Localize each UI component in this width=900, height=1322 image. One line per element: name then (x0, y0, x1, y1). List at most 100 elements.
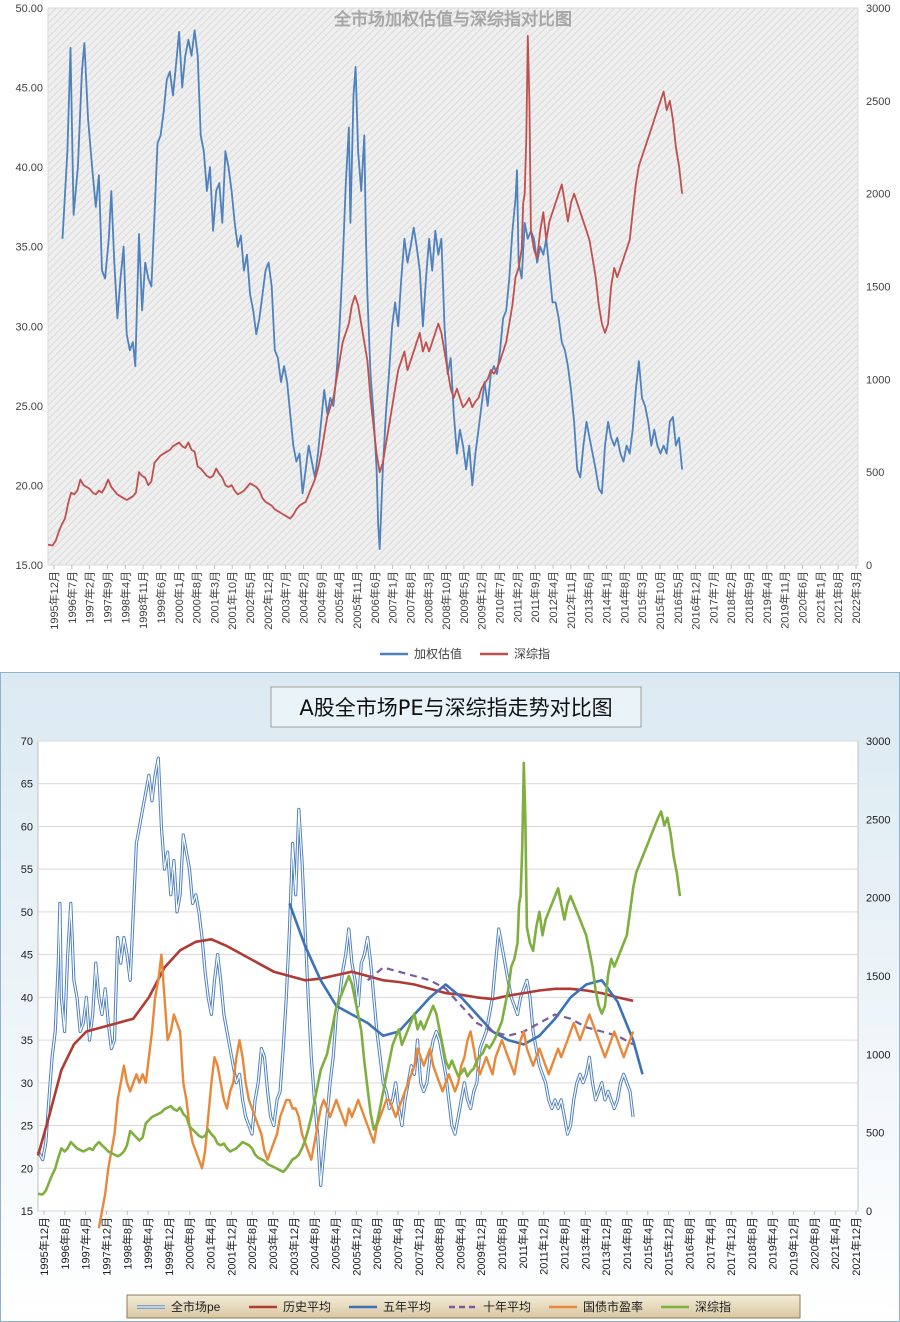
y-left-tick-label: 60 (21, 821, 33, 833)
y-left-tick-label: 30.00 (15, 321, 43, 333)
pe-vs-index-chart: A股全市场PE与深综指走势对比图 15 20 25 30 35 40 45 50 55 60 65 7… (1, 673, 899, 1321)
x-tick-label: 2021年4月 (828, 1217, 842, 1270)
legend-label: 深综指 (514, 646, 550, 661)
x-tick-label: 2011年9月 (528, 571, 542, 623)
x-tick-label: 1997年2月 (83, 571, 97, 624)
x-tick-label: 1998年11月 (136, 571, 150, 629)
y-left-tick-label: 40 (21, 992, 33, 1004)
y-right-tick-label: 500 (866, 467, 884, 479)
chart-title: 全市场加权估值与深综指对比图 (333, 9, 572, 30)
x-tick-label: 2018年8月 (745, 1217, 759, 1270)
y-right-tick-label: 0 (866, 560, 872, 572)
x-tick-label: 2021年12月 (849, 1217, 863, 1276)
legend-label: 五年平均 (383, 1300, 431, 1314)
series-深综指 (47, 35, 683, 547)
x-tick-label: 2004年9月 (314, 571, 328, 624)
x-tick-label: 1998年8月 (120, 1217, 134, 1270)
legend-label: 历史平均 (283, 1300, 331, 1314)
y-right-tick-label: 3000 (866, 3, 890, 15)
x-tick-label: 1999年6月 (154, 571, 168, 624)
x-tick-label: 2005年4月 (332, 571, 346, 624)
y-right-tick-label: 500 (866, 1128, 884, 1140)
legend-item-五年平均: 五年平均 (349, 1300, 431, 1314)
y-left-tick-label: 45.00 (15, 83, 43, 95)
y-left-tick-label: 40.00 (15, 162, 43, 174)
y-left-tick-label: 20 (21, 1163, 33, 1175)
y-left-tick-label: 35 (21, 1035, 33, 1047)
x-tick-label: 2000年8月 (183, 1217, 197, 1270)
y-right-tick-label: 1500 (866, 971, 890, 983)
x-tick-label: 1996年8月 (58, 1217, 72, 1270)
x-tick-label: 1997年9月 (100, 571, 114, 624)
legend-item-加权估值: 加权估值 (380, 646, 462, 661)
y-left-tick-label: 45 (21, 950, 33, 962)
x-tick-label: 1995年12月 (37, 1217, 51, 1276)
legend-label: 深综指 (695, 1299, 731, 1314)
legend-item-深综指: 深综指 (480, 646, 550, 661)
x-tick-label: 2005年11月 (350, 571, 364, 629)
x-tick-label: 2008年10月 (439, 571, 453, 630)
x-tick-label: 1999年12月 (162, 1217, 176, 1276)
legend-label: 十年平均 (483, 1300, 531, 1314)
x-tick-label: 2001年4月 (204, 1217, 218, 1270)
x-tick-label: 2016年5月 (671, 571, 685, 624)
legend-item-全市场pe: 全市场pe (137, 1299, 221, 1314)
x-tick-label: 2010年7月 (493, 571, 507, 624)
valuation-vs-index-chart: 全市场加权估值与深综指对比图 15.00 20.00 25.00 30.00 35.00… (15, 3, 891, 661)
x-tick-label: 2009年12月 (475, 571, 489, 630)
x-tick-label: 1998年4月 (118, 571, 132, 624)
y-right-tick-label: 0 (866, 1206, 872, 1218)
x-tick-label: 1996年7月 (65, 571, 79, 624)
x-tick-label: 2013年4月 (578, 1217, 592, 1270)
y-right-tick-label: 1000 (866, 1049, 890, 1061)
x-tick-label: 2018年9月 (742, 571, 756, 624)
y-right-tick-label: 1500 (866, 282, 890, 294)
x-tick-label: 2014年8月 (620, 1217, 634, 1270)
x-tick-label: 2009年12月 (474, 1217, 488, 1276)
x-tick-label: 2009年4月 (453, 1217, 467, 1270)
x-tick-label: 2017年12月 (724, 1217, 738, 1276)
x-tick-label: 2015年10月 (653, 571, 667, 630)
legend-label: 加权估值 (414, 646, 462, 661)
x-tick-label: 2006年8月 (370, 1217, 384, 1270)
series-五年平均 (288, 902, 644, 1075)
x-tick-label: 2004年8月 (308, 1217, 322, 1270)
x-tick-label: 2005年12月 (349, 1217, 363, 1276)
x-tick-label: 2019年4月 (760, 571, 774, 624)
y-left-tick-label: 30 (21, 1078, 33, 1090)
x-tick-label: 1997年12月 (99, 1217, 113, 1276)
title-box (270, 686, 642, 728)
y-left-tick-label: 70 (21, 736, 33, 748)
x-tick-label: 2002年8月 (245, 1217, 259, 1270)
x-tick-label: 2007年8月 (403, 571, 417, 624)
y-right-tick-label: 2500 (866, 814, 890, 826)
x-tick-label: 2008年3月 (421, 571, 435, 624)
x-tick-label: 2002年5月 (243, 571, 257, 624)
x-tick-label: 2016年12月 (689, 571, 703, 630)
plot-area (37, 740, 859, 1212)
x-tick-label: 2019年4月 (766, 1217, 780, 1270)
x-tick-label: 2017年7月 (706, 571, 720, 624)
x-tick-label: 2013年12月 (599, 1217, 613, 1276)
x-tick-label: 2007年12月 (412, 1217, 426, 1276)
x-tick-label: 2012年8月 (558, 1217, 572, 1270)
x-tick-label: 2007年1月 (386, 571, 400, 624)
legend-item-十年平均: 十年平均 (449, 1300, 531, 1314)
x-tick-label: 1995年12月 (47, 571, 61, 630)
y-right-tick-label: 1000 (866, 374, 890, 386)
series-深综指 (37, 761, 682, 1196)
x-tick-label: 2021年8月 (831, 571, 845, 624)
y-left-tick-label: 25.00 (15, 401, 43, 413)
chart-title: A股全市场PE与深综指走势对比图 (299, 696, 612, 720)
x-tick-label: 2014年1月 (599, 571, 613, 624)
x-tick-label: 2003年7月 (279, 571, 293, 624)
series-国债市盈率 (97, 953, 635, 1229)
x-tick-label: 2012年4月 (546, 571, 560, 624)
x-tick-label: 1997年4月 (79, 1217, 93, 1270)
x-tick-label: 2016年8月 (682, 1217, 696, 1270)
x-tick-label: 2015年12月 (662, 1217, 676, 1276)
y-left-tick-label: 50.00 (15, 3, 43, 15)
x-tick-label: 2001年3月 (207, 571, 221, 624)
x-tick-label: 2010年8月 (495, 1217, 509, 1270)
y-left-tick-label: 65 (21, 779, 33, 791)
